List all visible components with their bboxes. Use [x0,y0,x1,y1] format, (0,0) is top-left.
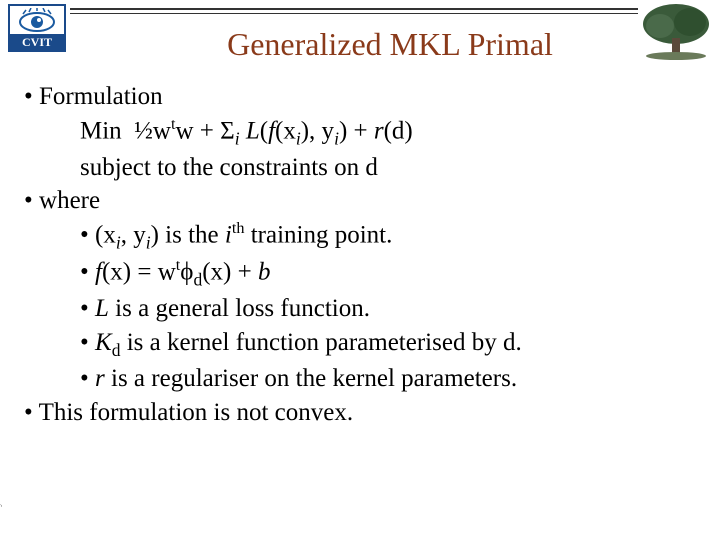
sub-bullet-4: • Kd is a kernel function parameterised … [24,326,702,363]
r-sym: r [95,365,105,392]
sub-bullet-5: • r is a regulariser on the kernel param… [24,362,702,396]
header-divider [70,8,638,14]
slide-title: Generalized MKL Primal [0,26,720,63]
bullet-formulation: • Formulation [24,80,702,114]
text: Formulation [39,83,163,110]
slide-content: • Formulation Min ½wtw + Σi L(f(xi), yi)… [0,70,720,430]
side-label: IIIT Hyderabad [0,474,2,530]
sub-bullet-2: • f(x) = wtϕd(x) + b [24,255,702,292]
line-min: Min ½wtw + Σi L(f(xi), yi) + r(d) [24,114,702,151]
line-subject: subject to the constraints on d [24,151,702,185]
text: This formulation is not convex. [39,399,354,426]
L-sym: L [95,295,109,322]
sub-bullet-1: • (xi, yi) is the ith training point. [24,218,702,255]
tail: is a kernel function parameterised by d. [120,329,521,356]
bullet-notconvex: • This formulation is not convex. [24,396,702,430]
tail: is a regulariser on the kernel parameter… [105,365,517,392]
K-sym: K [95,329,112,356]
slide-header: CVIT Generalized MKL Primal [0,0,720,70]
sub-bullet-3: • L is a general loss function. [24,292,702,326]
bullet-where: • where [24,184,702,218]
tail: is a general loss function. [109,295,370,322]
text: where [39,187,100,214]
